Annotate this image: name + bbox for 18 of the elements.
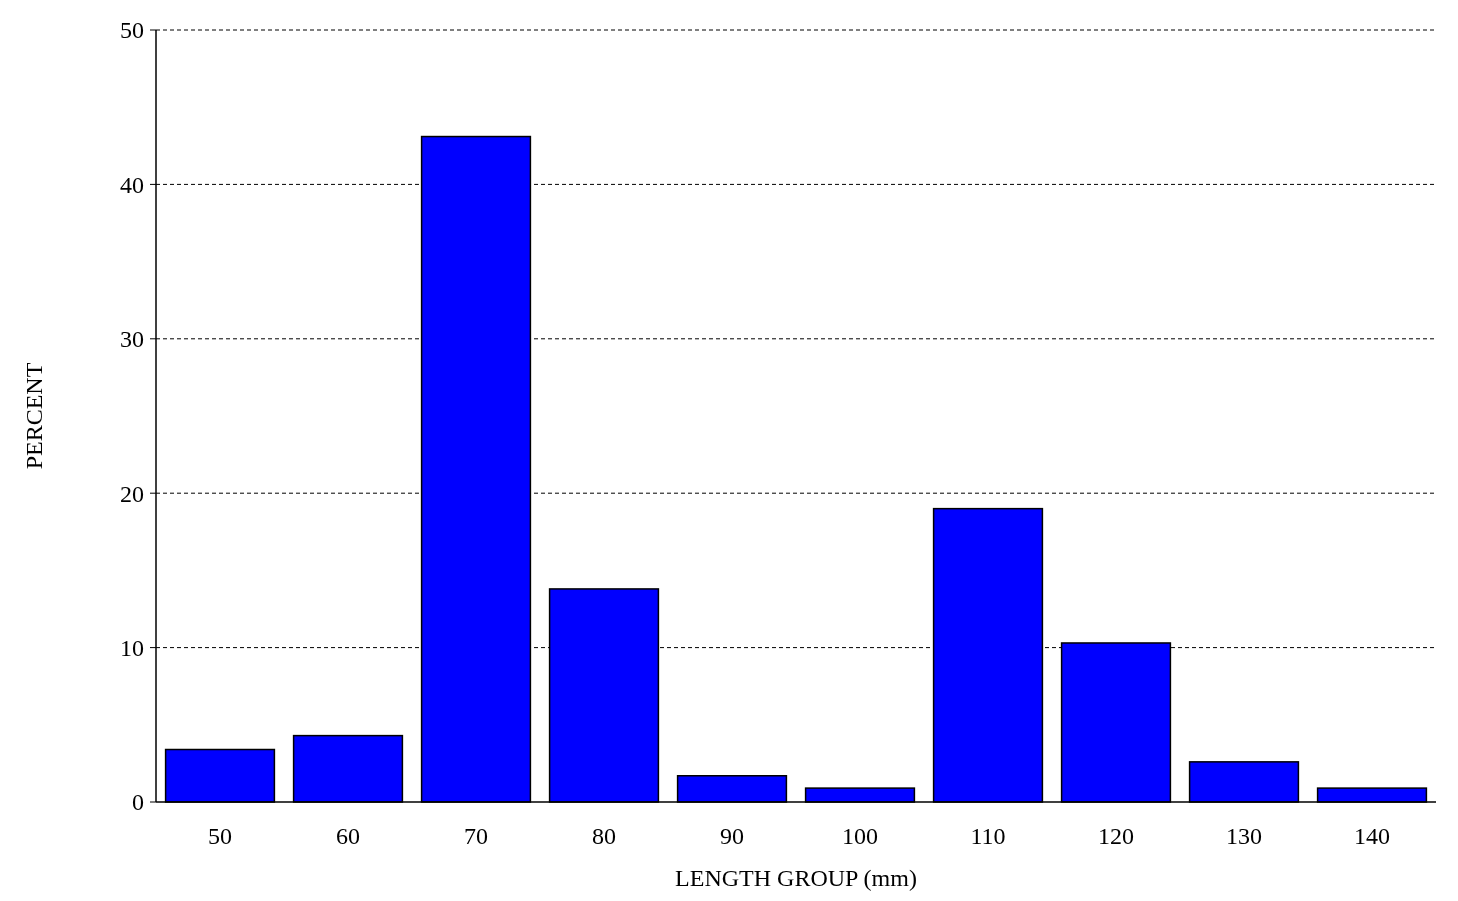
y-tick-label: 40	[120, 171, 144, 198]
y-tick-label: 20	[120, 480, 144, 507]
x-tick-label: 50	[208, 823, 232, 849]
y-tick-label: 50	[120, 17, 144, 44]
x-tick-label: 140	[1354, 823, 1390, 849]
y-tick-label: 30	[120, 326, 144, 353]
y-tick-label: 10	[120, 635, 144, 661]
y-tick-label: 0	[132, 789, 144, 816]
x-tick-label: 90	[720, 823, 744, 849]
x-axis-title: LENGTH GROUP (mm)	[675, 865, 917, 891]
x-tick-label: 60	[336, 823, 360, 849]
x-tick-label: 80	[592, 823, 616, 849]
x-tick-label: 120	[1098, 823, 1134, 849]
x-tick-label: 130	[1226, 823, 1262, 849]
x-tick-label: 70	[464, 823, 488, 849]
x-tick-label: 100	[842, 823, 878, 849]
x-tick-label: 110	[970, 823, 1006, 849]
y-axis-title: PERCENT	[21, 362, 47, 470]
